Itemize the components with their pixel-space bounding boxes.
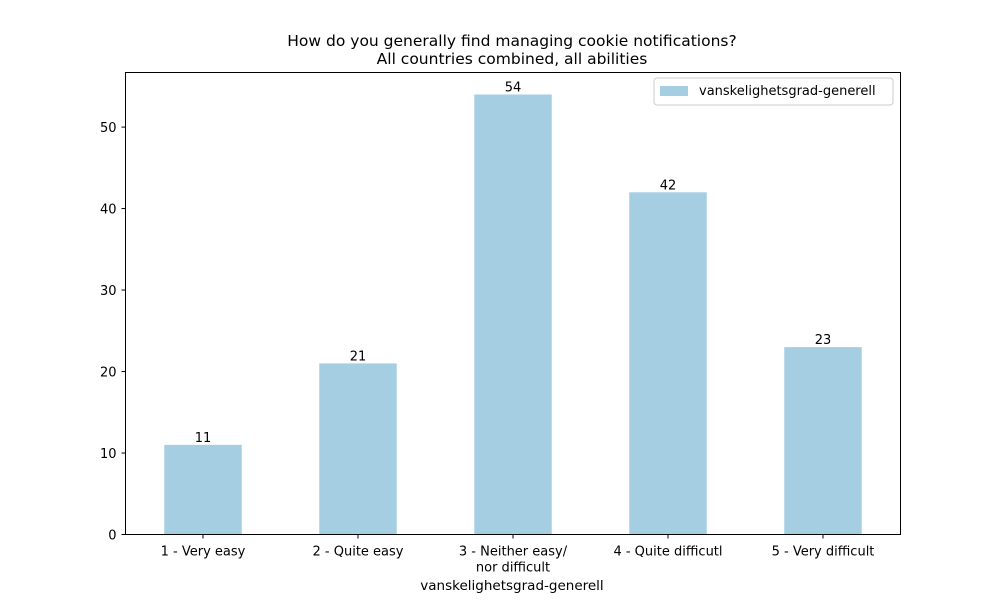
bar xyxy=(474,94,552,535)
y-tick-label: 10 xyxy=(100,447,117,462)
y-tick-label: 0 xyxy=(108,529,116,544)
y-axis: 0 10 20 30 40 50 xyxy=(100,121,126,544)
x-tick-label: 5 - Very difficult xyxy=(772,545,875,560)
legend-frame xyxy=(653,77,894,106)
bar xyxy=(164,444,242,535)
legend[interactable]: vanskelighetsgrad-generell xyxy=(653,77,894,106)
plot-frame xyxy=(125,72,901,535)
data-label: 42 xyxy=(660,178,677,193)
x-tick-label: nor difficult xyxy=(476,561,550,576)
legend-swatch xyxy=(660,86,688,96)
data-label: 11 xyxy=(195,431,212,446)
chart-title: How do you generally find managing cooki… xyxy=(287,32,736,50)
legend-label: vanskelighetsgrad-generell xyxy=(699,84,876,99)
y-tick-label: 30 xyxy=(100,284,117,299)
x-axis-title: vanskelighetsgrad-generell xyxy=(420,578,603,594)
chart-subtitle: All countries combined, all abilities xyxy=(377,50,648,68)
x-tick-label: 1 - Very easy xyxy=(161,545,246,560)
bar xyxy=(784,347,862,535)
bar xyxy=(629,192,707,535)
y-tick-label: 40 xyxy=(100,203,117,218)
bar-group xyxy=(164,94,862,535)
data-label: 21 xyxy=(350,349,367,364)
bar xyxy=(319,363,397,535)
x-axis: 1 - Very easy 2 - Quite easy 3 - Neither e… xyxy=(161,534,875,576)
y-tick-label: 20 xyxy=(100,366,117,381)
x-tick-label: 4 - Quite difficutl xyxy=(613,545,722,560)
data-label: 54 xyxy=(505,81,522,96)
data-label: 23 xyxy=(815,333,832,348)
x-tick-label: 2 - Quite easy xyxy=(313,545,404,560)
data-label-group: 11 21 54 42 23 xyxy=(195,81,832,446)
x-tick-label: 3 - Neither easy/ xyxy=(459,545,568,560)
y-tick-label: 50 xyxy=(100,121,117,136)
